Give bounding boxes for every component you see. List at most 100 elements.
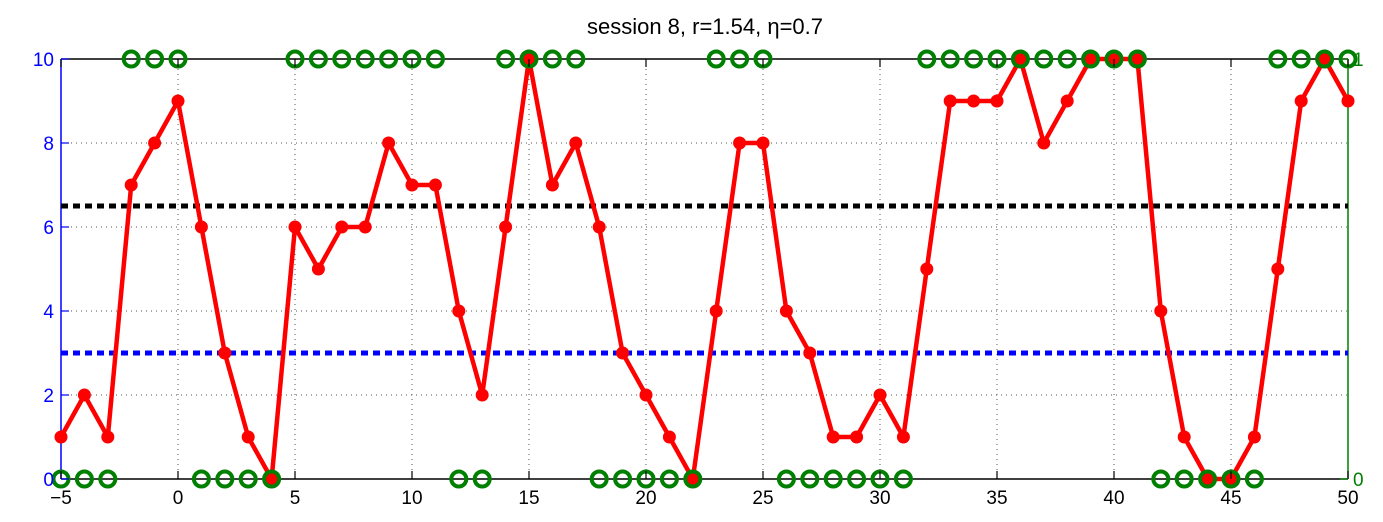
main-series-point — [943, 94, 957, 108]
x-tick-label: 50 — [1337, 488, 1358, 509]
main-series-point — [405, 178, 419, 192]
main-series-point — [1247, 430, 1261, 444]
main-series-point — [850, 430, 864, 444]
main-series-point — [896, 430, 910, 444]
main-series-point — [288, 220, 302, 234]
x-tick-label: 5 — [290, 488, 301, 509]
x-tick-label: 15 — [518, 488, 539, 509]
main-series-point — [77, 388, 91, 402]
binary-series-point — [1291, 49, 1311, 69]
main-series-point — [1084, 52, 1098, 66]
binary-series-point — [589, 469, 609, 489]
main-series-point — [311, 262, 325, 276]
binary-series-point — [917, 49, 937, 69]
binary-series-point — [659, 469, 679, 489]
main-series-point — [1013, 52, 1027, 66]
main-series-point — [358, 220, 372, 234]
binary-series-point — [893, 469, 913, 489]
y-right-tick-label: 1 — [1353, 50, 1364, 71]
binary-series-point — [823, 469, 843, 489]
main-series-point — [171, 94, 185, 108]
binary-series-point — [800, 469, 820, 489]
main-series-point — [826, 430, 840, 444]
y-left-tick-label: 8 — [43, 134, 54, 155]
binary-series-point — [776, 469, 796, 489]
main-series-point — [148, 136, 162, 150]
main-series-point — [779, 304, 793, 318]
binary-series-point — [191, 469, 211, 489]
main-series-point — [1318, 52, 1332, 66]
binary-series-point — [1198, 469, 1218, 489]
main-series-point — [545, 178, 559, 192]
binary-series-point — [1057, 49, 1077, 69]
main-series — [54, 52, 1355, 486]
y-left-tick-label: 10 — [33, 50, 54, 71]
main-series-point — [475, 388, 489, 402]
x-tick-label: 0 — [173, 488, 184, 509]
main-series-point — [709, 304, 723, 318]
binary-series-point — [262, 469, 282, 489]
main-series-point — [990, 94, 1004, 108]
binary-series-point — [121, 49, 141, 69]
binary-series-point — [1244, 469, 1264, 489]
main-series-point — [1177, 430, 1191, 444]
main-series-point — [803, 346, 817, 360]
binary-series-point — [706, 49, 726, 69]
binary-series — [51, 49, 1358, 489]
x-tick-label: 45 — [1220, 488, 1241, 509]
binary-series-point — [613, 469, 633, 489]
binary-series-point — [1315, 49, 1335, 69]
main-series-point — [428, 178, 442, 192]
binary-series-point — [1268, 49, 1288, 69]
y-left-tick-label: 4 — [43, 302, 54, 323]
binary-series-point — [542, 49, 562, 69]
binary-series-point — [1034, 49, 1054, 69]
binary-series-point — [964, 49, 984, 69]
x-tick-label: −5 — [50, 488, 72, 509]
main-series-point — [1130, 52, 1144, 66]
main-series-point — [54, 430, 68, 444]
main-series-point — [265, 472, 279, 486]
binary-series-point — [730, 49, 750, 69]
binary-series-point — [566, 49, 586, 69]
binary-series-point — [496, 49, 516, 69]
main-series-point — [241, 430, 255, 444]
main-series-point — [1037, 136, 1051, 150]
binary-series-point — [145, 49, 165, 69]
main-series-point — [873, 388, 887, 402]
main-series-line — [59, 56, 1350, 482]
main-series-point — [592, 220, 606, 234]
y-left-tick-label: 2 — [43, 386, 54, 407]
main-series-point — [1294, 94, 1308, 108]
binary-series-point — [1010, 49, 1030, 69]
main-series-point — [569, 136, 583, 150]
main-series-point — [382, 136, 396, 150]
y-right-tick-label: 0 — [1353, 470, 1364, 491]
main-series-point — [686, 472, 700, 486]
main-series-point — [335, 220, 349, 234]
main-series-point — [920, 262, 934, 276]
y-left-tick-label: 0 — [43, 470, 54, 491]
binary-series-point — [98, 469, 118, 489]
main-series-point — [639, 388, 653, 402]
main-series-point — [218, 346, 232, 360]
main-series-point — [616, 346, 630, 360]
main-series-point — [101, 430, 115, 444]
binary-series-point — [215, 469, 235, 489]
x-tick-label: 20 — [635, 488, 656, 509]
binary-series-point — [238, 469, 258, 489]
binary-series-point — [1174, 469, 1194, 489]
main-series-point — [1060, 94, 1074, 108]
binary-series-point — [683, 469, 703, 489]
binary-series-point — [308, 49, 328, 69]
binary-series-point — [449, 469, 469, 489]
x-tick-label: 25 — [752, 488, 773, 509]
binary-series-point — [74, 469, 94, 489]
main-series-point — [756, 136, 770, 150]
x-tick-label: 10 — [401, 488, 422, 509]
binary-series-point — [1127, 49, 1147, 69]
binary-series-point — [1151, 469, 1171, 489]
binary-series-point — [1081, 49, 1101, 69]
